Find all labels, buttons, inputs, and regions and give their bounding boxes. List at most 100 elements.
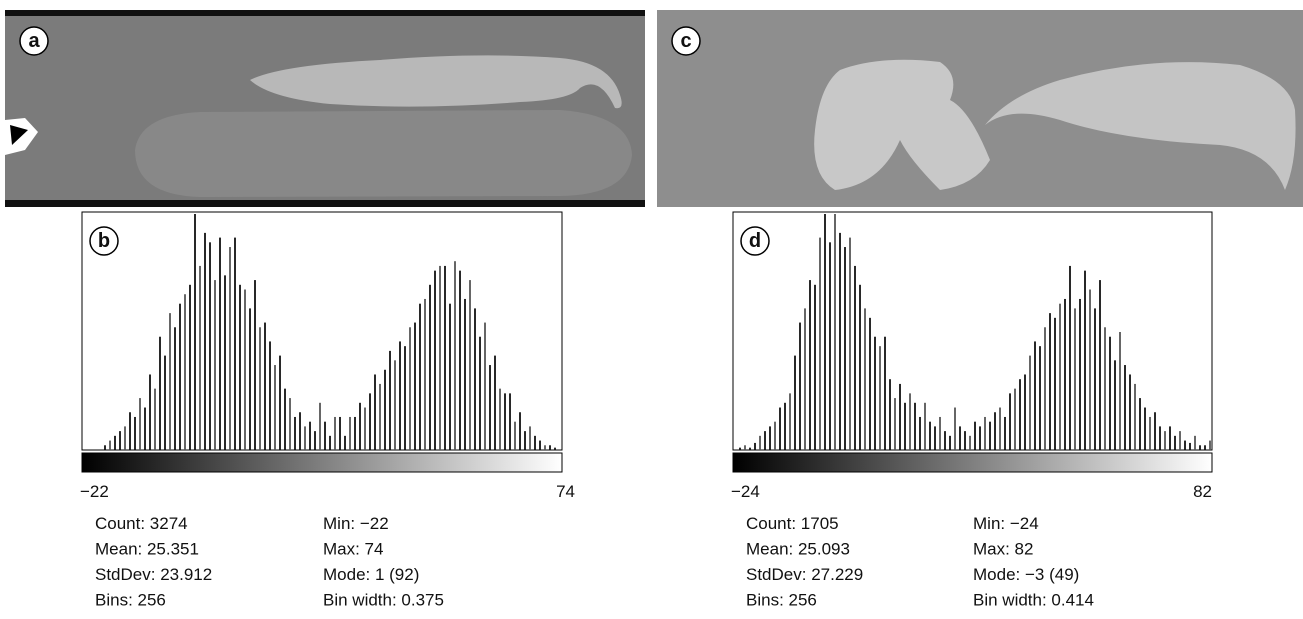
histogram-bar: [784, 402, 786, 450]
histogram-bar: [749, 447, 751, 450]
histogram-bar: [214, 280, 216, 450]
histogram-bar: [299, 412, 301, 450]
histogram-bar: [159, 336, 161, 450]
histogram-bar: [149, 374, 151, 450]
histogram-bar: [909, 393, 911, 450]
histogram-bar: [1024, 374, 1026, 450]
histogram-bar: [1149, 416, 1151, 450]
histogram-bar: [1014, 388, 1016, 450]
histogram-bar: [509, 393, 511, 450]
stat: Max: 74: [323, 540, 383, 559]
histogram-bar: [344, 435, 346, 450]
histogram-bar: [1174, 435, 1176, 450]
histogram-bar: [1114, 360, 1116, 450]
histogram-bar: [924, 402, 926, 450]
histogram-bar: [829, 242, 831, 450]
histogram-bar: [394, 360, 396, 450]
histogram-bar: [254, 280, 256, 450]
histogram-bar: [919, 416, 921, 450]
stat: Bin width: 0.414: [973, 591, 1094, 610]
histogram-bar: [294, 416, 296, 450]
range-max: 74: [556, 482, 575, 501]
panel-label: d: [749, 230, 761, 252]
histogram-bar: [284, 388, 286, 450]
histogram-bar: [189, 284, 191, 450]
stat: Bin width: 0.375: [323, 591, 444, 610]
histogram-bar: [1004, 416, 1006, 450]
histogram-bar: [1094, 308, 1096, 450]
stat: Max: 82: [973, 540, 1033, 559]
histogram-bar: [494, 355, 496, 450]
histogram-bar: [764, 431, 766, 450]
histogram-bar: [274, 365, 276, 450]
histogram-bar: [384, 369, 386, 450]
stat: StdDev: 27.229: [746, 565, 863, 584]
histogram-bar: [209, 242, 211, 450]
histogram-bar: [779, 407, 781, 450]
histogram-bar: [1039, 346, 1041, 450]
histogram-bar: [369, 393, 371, 450]
histogram-bar: [459, 270, 461, 450]
histogram-bar: [259, 327, 261, 450]
histogram-bar: [184, 294, 186, 450]
histogram-bar: [1029, 355, 1031, 450]
histogram-bar: [969, 435, 971, 450]
histogram-bar: [269, 341, 271, 450]
histogram-bar: [804, 308, 806, 450]
histogram-bar: [1129, 374, 1131, 450]
histogram-bar: [329, 435, 331, 450]
histogram-bar: [414, 322, 416, 450]
histogram-bar: [1164, 431, 1166, 450]
histogram-bar: [1194, 435, 1196, 450]
range-min: −24: [731, 482, 760, 501]
histogram-bar: [1064, 298, 1066, 450]
histogram-bar: [224, 275, 226, 450]
histogram-bar: [799, 322, 801, 450]
histogram-bar: [249, 308, 251, 450]
histogram-bar: [434, 270, 436, 450]
histogram-bar: [504, 393, 506, 450]
histogram-bar: [454, 261, 456, 450]
histogram-bar: [364, 407, 366, 450]
histogram-bar: [544, 445, 546, 450]
histogram-bar: [514, 421, 516, 450]
histogram-bar: [339, 416, 341, 450]
histogram-bar: [129, 412, 131, 450]
histogram-bar: [1134, 383, 1136, 450]
stat: Mean: 25.351: [95, 540, 199, 559]
histogram-bar: [774, 421, 776, 450]
histogram-bar: [944, 431, 946, 450]
stat: Bins: 256: [746, 591, 817, 610]
histogram-bar: [174, 327, 176, 450]
histogram-bar: [739, 447, 741, 450]
histogram-bar: [889, 379, 891, 450]
histogram-bar: [979, 426, 981, 450]
stat: StdDev: 23.912: [95, 565, 212, 584]
histogram-bar: [954, 407, 956, 450]
stat: Min: −24: [973, 514, 1039, 533]
stat: Mode: −3 (49): [973, 565, 1079, 584]
histogram-frame: [732, 211, 1213, 451]
histogram-bar: [1084, 270, 1086, 450]
histogram-bar: [499, 388, 501, 450]
histogram-bar: [469, 280, 471, 450]
histogram-bar: [484, 322, 486, 450]
stat: Count: 1705: [746, 514, 839, 533]
stat: Min: −22: [323, 514, 389, 533]
histogram-bar: [324, 421, 326, 450]
histogram-bar: [399, 341, 401, 450]
histogram-bar: [194, 214, 196, 450]
histogram-bar: [1144, 407, 1146, 450]
histogram-bar: [974, 421, 976, 450]
range-min: −22: [80, 482, 109, 501]
histogram-bar: [994, 412, 996, 450]
histogram-bar: [1199, 445, 1201, 450]
histogram-bar: [489, 365, 491, 450]
histogram-bar: [409, 327, 411, 450]
histogram-bar: [914, 402, 916, 450]
histogram-bar: [119, 431, 121, 450]
histogram-bar: [109, 440, 111, 450]
panel-label: b: [98, 230, 110, 252]
stat: Mean: 25.093: [746, 540, 850, 559]
histogram-bar: [809, 280, 811, 450]
